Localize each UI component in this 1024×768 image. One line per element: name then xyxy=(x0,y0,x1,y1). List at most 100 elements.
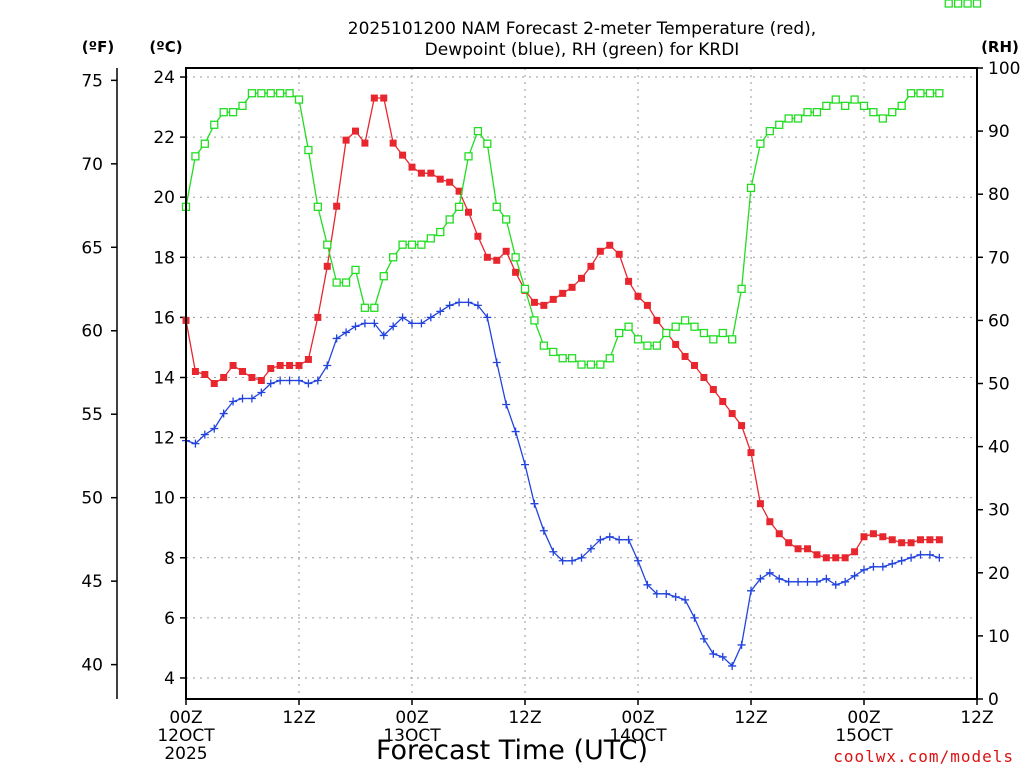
temperature-point xyxy=(719,398,727,406)
dewpoint-point xyxy=(219,409,228,418)
chart-title-line-2: Dewpoint (blue), RH (green) for KRDI xyxy=(425,40,740,60)
celsius-tick-label: 8 xyxy=(164,549,175,569)
rh-point xyxy=(276,89,285,98)
temperature-point xyxy=(907,539,915,547)
temperature-point xyxy=(436,175,444,183)
temperature-point xyxy=(653,316,661,324)
rh-point xyxy=(389,253,398,262)
temperature-point xyxy=(756,500,764,508)
temperature-point xyxy=(229,361,237,369)
temperature-point xyxy=(917,536,924,544)
temperature-point xyxy=(201,370,209,378)
temperature-point xyxy=(474,232,482,240)
dewpoint-point xyxy=(342,328,351,337)
temperature-point xyxy=(634,292,642,300)
rh-point xyxy=(530,316,539,325)
time-tick-label: 12Z xyxy=(734,708,767,728)
dewpoint-point xyxy=(747,586,755,595)
temperature-point xyxy=(785,539,793,547)
temperature-point xyxy=(775,530,783,538)
dewpoint-point xyxy=(615,535,624,544)
celsius-tick-label: 14 xyxy=(153,368,175,388)
rh-point xyxy=(746,183,756,193)
rh-point xyxy=(313,202,322,211)
dewpoint-point xyxy=(784,577,793,586)
temperature-point xyxy=(794,545,802,553)
rh-point xyxy=(822,101,831,111)
dewpoint-point xyxy=(709,649,718,658)
time-tick-label: 12Z xyxy=(960,708,993,728)
fahrenheit-tick-label: 50 xyxy=(81,489,103,509)
time-tick-label: 13OCT xyxy=(383,726,441,746)
dewpoint-point xyxy=(257,388,266,397)
dewpoint-point xyxy=(304,379,313,388)
rh-point xyxy=(718,328,727,338)
dewpoint-point xyxy=(925,550,934,559)
dewpoint-point xyxy=(775,574,784,583)
celsius-unit-label: (ºC) xyxy=(149,38,182,56)
dewpoint-point xyxy=(276,376,285,385)
dewpoint-point xyxy=(577,553,586,562)
time-tick-label: 15OCT xyxy=(835,726,893,746)
rh-point xyxy=(803,108,812,117)
temperature-point xyxy=(248,373,256,381)
temperature-point xyxy=(361,139,369,147)
rh-point xyxy=(567,354,577,363)
rh-point xyxy=(473,126,483,136)
temperature-point xyxy=(606,241,614,249)
dewpoint-point xyxy=(841,577,850,586)
time-tick-label: 12Z xyxy=(282,708,315,728)
rh-point xyxy=(417,240,426,249)
temperature-point xyxy=(747,449,755,457)
rh-point xyxy=(539,341,548,350)
time-tick-label: 00Z xyxy=(621,708,654,728)
rh-point xyxy=(690,322,699,331)
time-tick-label: 00Z xyxy=(395,708,428,728)
rh-point xyxy=(906,89,916,98)
rh-point xyxy=(662,328,671,338)
temperature-point xyxy=(888,536,896,544)
celsius-tick-label: 12 xyxy=(153,429,175,449)
rh-point xyxy=(210,120,219,129)
rh-point xyxy=(454,202,464,211)
temperature-point xyxy=(549,295,557,303)
temperature-point xyxy=(276,361,284,369)
dewpoint-point xyxy=(191,439,200,448)
rh-point xyxy=(200,139,209,148)
temperature-point xyxy=(625,277,633,285)
rh-tick-label: 10 xyxy=(988,627,1010,647)
fahrenheit-tick-label: 60 xyxy=(81,322,103,342)
rh-tick-label: 70 xyxy=(988,248,1010,268)
rh-point xyxy=(728,335,737,344)
dewpoint-point xyxy=(586,544,595,553)
rh-point xyxy=(511,253,520,262)
temperature-point xyxy=(304,355,312,363)
rh-point xyxy=(859,101,869,111)
rh-point xyxy=(370,303,379,312)
dewpoint-point xyxy=(445,301,454,310)
temperature-point xyxy=(766,518,774,526)
dewpoint-point xyxy=(398,313,407,322)
data-series xyxy=(182,0,982,670)
celsius-tick-label: 6 xyxy=(164,609,175,629)
dewpoint-point xyxy=(332,334,341,343)
temperature-point xyxy=(596,247,604,255)
rh-point xyxy=(304,145,313,155)
celsius-tick-label: 10 xyxy=(153,489,175,509)
temperature-point xyxy=(559,289,567,297)
dewpoint-point xyxy=(473,301,482,310)
dewpoint-point xyxy=(464,298,473,307)
temperature-point xyxy=(728,410,736,418)
rh-point xyxy=(407,240,417,249)
time-tick-label: 12Z xyxy=(508,708,541,728)
grid-lines xyxy=(186,68,977,699)
dewpoint-point xyxy=(417,319,426,328)
temperature-point xyxy=(615,250,623,258)
dewpoint-point xyxy=(888,559,897,568)
dewpoint-point xyxy=(643,580,652,589)
dewpoint-point xyxy=(794,577,803,586)
temperature-point xyxy=(691,361,698,369)
series-temperature xyxy=(182,0,981,562)
temperature-point xyxy=(342,136,350,144)
